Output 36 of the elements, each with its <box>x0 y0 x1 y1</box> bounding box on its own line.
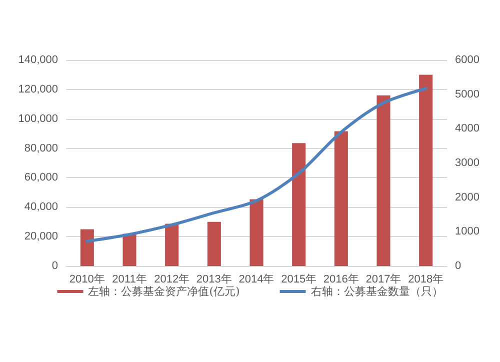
y-tick-label: 60,000 <box>24 172 58 184</box>
bar <box>80 229 94 266</box>
y-tick-label: 140,000 <box>18 54 58 66</box>
y2-tick-label: 4000 <box>455 122 480 135</box>
y-tick-label: 20,000 <box>24 230 58 243</box>
line-series <box>86 86 428 243</box>
x-tick-label: 2018年 <box>408 274 444 286</box>
legend-label: 左轴：公募基金资产净值(亿元) <box>88 285 240 298</box>
y2-tick-label: 2000 <box>455 191 480 204</box>
x-tick-label: 2016年 <box>323 274 359 286</box>
x-tick-label: 2014年 <box>238 274 274 286</box>
bar <box>122 234 136 266</box>
y-tick-label: 80,000 <box>24 142 58 154</box>
y-tick-label: 120,000 <box>18 83 58 96</box>
y-tick-label: 40,000 <box>24 201 58 214</box>
x-tick-label: 2010年 <box>69 274 105 286</box>
bar <box>419 74 433 266</box>
bar <box>334 131 348 266</box>
x-tick-label: 2017年 <box>366 274 402 286</box>
y2-tick-label: 3000 <box>455 157 480 169</box>
x-tick-label: 2015年 <box>281 274 317 286</box>
y2-tick-label: 1000 <box>455 226 480 238</box>
y2-tick-label: 0 <box>455 260 462 272</box>
bar <box>292 143 306 266</box>
legend-label: 右轴：公募基金数量（只） <box>310 285 443 298</box>
bar <box>165 224 179 266</box>
y-tick-label: 0 <box>52 260 58 272</box>
x-tick-label: 2011年 <box>112 274 147 286</box>
y2-tick-label: 5000 <box>455 88 480 100</box>
bar <box>250 199 264 266</box>
bar <box>207 222 221 266</box>
y2-tick-label: 6000 <box>455 54 480 66</box>
y-tick-label: 100,000 <box>18 112 58 125</box>
x-tick-label: 2013年 <box>196 274 232 286</box>
x-tick-label: 2012年 <box>154 274 190 286</box>
bar <box>376 95 390 266</box>
